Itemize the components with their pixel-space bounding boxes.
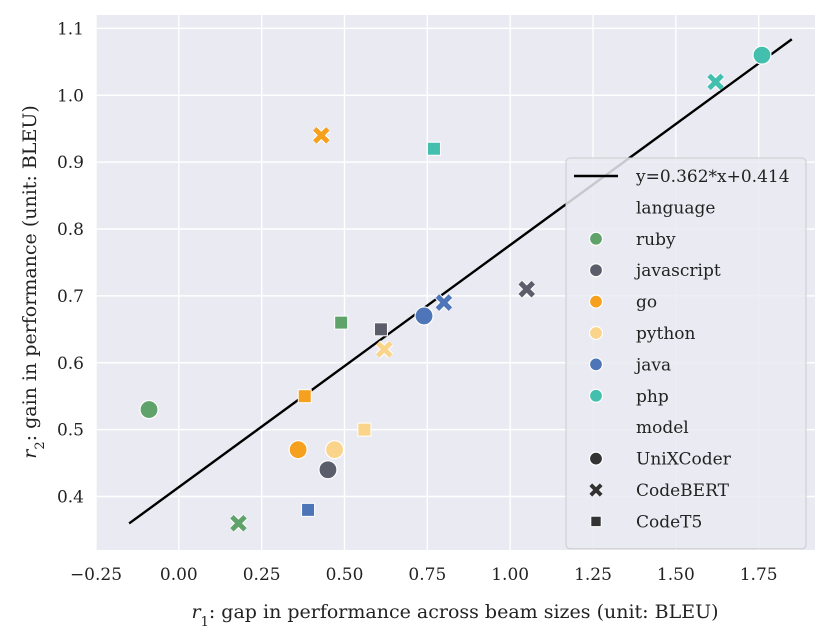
y-tick-label: 0.8 xyxy=(57,220,84,240)
fit-line xyxy=(128,38,793,525)
point-go-codebert xyxy=(312,126,331,145)
legend-swatch-java xyxy=(588,357,604,372)
x-tick-label: 1.25 xyxy=(574,565,612,585)
y-tick-label: 0.6 xyxy=(57,354,84,374)
x-tick-label: 0.00 xyxy=(160,565,198,585)
legend: y=0.362*x+0.414 language ruby javascript go p… xyxy=(565,157,807,550)
y-tick-label: 1.0 xyxy=(57,86,84,106)
legend-swatch-python xyxy=(588,325,604,341)
y-axis-label: r2: gain in performance (unit: BLEU) xyxy=(19,105,48,458)
x-tick-label: 1.50 xyxy=(657,565,695,585)
x-marker-stroke xyxy=(435,294,453,311)
legend-label: javascript xyxy=(634,261,721,281)
legend-item-model: model xyxy=(636,418,689,438)
x-marker-stroke xyxy=(230,514,247,532)
legend-swatch-codebert xyxy=(588,482,604,498)
x-tick-label: 0.25 xyxy=(243,565,281,585)
point-java-codet5 xyxy=(301,502,316,517)
point-python-codet5 xyxy=(357,422,372,437)
x-marker-stroke xyxy=(707,73,724,91)
y-axis-ticks: 0.4 0.5 0.6 0.7 0.8 0.9 1.0 1.1 xyxy=(57,19,84,507)
legend-box xyxy=(565,157,807,550)
y-tick-label: 0.5 xyxy=(57,421,84,441)
point-javascript-unixcoder xyxy=(318,460,338,480)
y-tick-label: 0.7 xyxy=(57,287,84,307)
legend-swatch-codet5 xyxy=(590,515,602,528)
x-marker-stroke xyxy=(313,127,330,144)
legend-label: go xyxy=(636,293,657,313)
x-marker-stroke xyxy=(518,280,536,298)
y-tick-label: 1.1 xyxy=(57,19,84,39)
legend-item-language: language xyxy=(636,198,715,218)
legend-label: model xyxy=(636,418,689,438)
x-tick-label: 1.00 xyxy=(491,565,529,585)
point-java-codebert xyxy=(434,293,453,312)
y-tick-label: 0.4 xyxy=(57,488,84,508)
legend-item-javascript: javascript xyxy=(588,261,721,281)
legend-item-codet5: CodeT5 xyxy=(590,512,702,532)
legend-swatch-ruby xyxy=(588,231,604,246)
legend-swatch-php xyxy=(588,388,604,403)
point-go-unixcoder xyxy=(288,440,308,460)
legend-label: php xyxy=(636,387,669,407)
legend-label: java xyxy=(634,355,671,375)
legend-swatch-unixcoder xyxy=(588,451,604,466)
legend-item-codebert: CodeBERT xyxy=(588,481,730,501)
legend-swatch-javascript xyxy=(588,263,604,278)
legend-item-go: go xyxy=(588,293,657,313)
legend-label: language xyxy=(636,198,715,218)
point-python-unixcoder xyxy=(324,440,345,460)
point-php-unixcoder xyxy=(752,45,772,65)
legend-label: y=0.362*x+0.414 xyxy=(635,167,790,187)
legend-swatch-go xyxy=(588,294,604,309)
legend-item-java: java xyxy=(588,355,671,375)
x-axis-label: r1: gap in performance across beam sizes… xyxy=(191,601,718,630)
legend-item-python: python xyxy=(588,324,696,344)
x-marker-stroke xyxy=(375,341,393,358)
x-axis-ticks: −0.25 0.00 0.25 0.50 0.75 1.00 1.25 1.50 1.75 xyxy=(70,565,778,585)
legend-label: ruby xyxy=(636,230,676,250)
legend-item-ruby: ruby xyxy=(588,230,676,250)
legend-label: UniXCoder xyxy=(636,450,732,470)
y-tick-label: 0.9 xyxy=(57,153,84,173)
point-javascript-codet5 xyxy=(373,322,388,337)
point-ruby-codet5 xyxy=(334,315,349,330)
point-python-codebert xyxy=(375,340,394,359)
legend-item-unixcoder: UniXCoder xyxy=(588,450,732,470)
legend-label: CodeBERT xyxy=(636,481,730,501)
x-tick-label: 0.50 xyxy=(326,565,364,585)
x-tick-label: 1.75 xyxy=(740,565,778,585)
point-ruby-unixcoder xyxy=(139,399,159,420)
point-php-codet5 xyxy=(426,141,441,156)
point-go-codet5 xyxy=(297,389,312,404)
x-tick-label: −0.25 xyxy=(70,565,122,585)
x-tick-label: 0.75 xyxy=(408,565,446,585)
point-java-unixcoder xyxy=(414,306,434,326)
point-javascript-codebert xyxy=(517,280,536,299)
legend-item-php: php xyxy=(588,387,669,407)
data-points xyxy=(139,45,772,533)
legend-item-y-0-362-x-0-414: y=0.362*x+0.414 xyxy=(574,167,790,187)
point-php-codebert xyxy=(706,72,725,91)
legend-label: python xyxy=(636,324,696,344)
legend-label: CodeT5 xyxy=(636,512,702,532)
x-marker-stroke xyxy=(589,483,603,497)
point-ruby-codebert xyxy=(229,514,248,533)
